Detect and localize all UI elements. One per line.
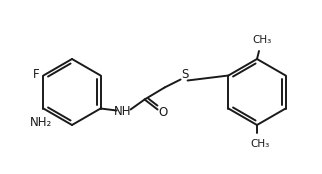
Text: O: O bbox=[158, 106, 167, 119]
Text: F: F bbox=[33, 68, 39, 81]
Text: NH₂: NH₂ bbox=[30, 116, 52, 129]
Text: NH: NH bbox=[114, 105, 131, 118]
Text: CH₃: CH₃ bbox=[251, 139, 270, 149]
Text: CH₃: CH₃ bbox=[252, 35, 272, 45]
Text: S: S bbox=[181, 68, 188, 81]
